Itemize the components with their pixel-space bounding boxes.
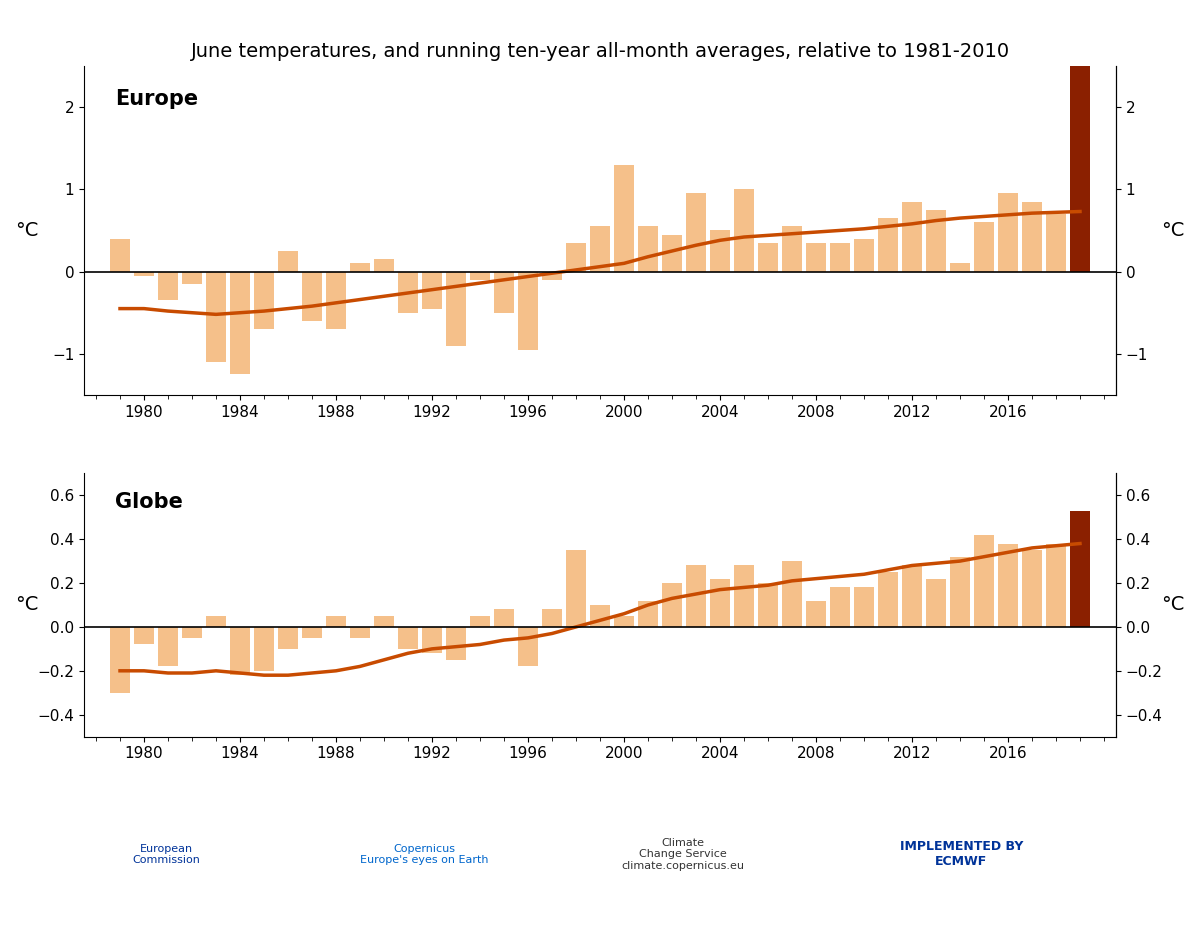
Bar xyxy=(517,627,538,666)
Bar xyxy=(997,194,1018,272)
Bar xyxy=(541,610,562,627)
Bar xyxy=(205,272,226,362)
Bar xyxy=(829,587,850,627)
Text: Globe: Globe xyxy=(115,492,182,512)
Bar xyxy=(973,534,994,627)
Bar xyxy=(109,627,130,693)
Bar xyxy=(805,243,826,272)
Bar xyxy=(493,610,514,627)
Bar xyxy=(301,627,322,638)
Text: °C: °C xyxy=(16,596,38,614)
Bar xyxy=(949,263,970,272)
Bar xyxy=(1021,201,1042,272)
Bar xyxy=(397,627,418,649)
Bar xyxy=(973,222,994,272)
Bar xyxy=(565,243,586,272)
Bar xyxy=(301,272,322,321)
Text: IMPLEMENTED BY
ECMWF: IMPLEMENTED BY ECMWF xyxy=(900,840,1022,869)
Bar xyxy=(565,550,586,627)
Bar xyxy=(253,272,274,329)
Bar xyxy=(349,263,370,272)
Bar xyxy=(133,272,154,276)
Bar xyxy=(853,239,874,272)
Text: Europe: Europe xyxy=(115,88,198,109)
Bar xyxy=(397,272,418,312)
Bar xyxy=(373,616,394,627)
Bar xyxy=(469,272,490,279)
Bar xyxy=(277,251,298,272)
Bar xyxy=(637,227,658,272)
Bar xyxy=(493,272,514,312)
Bar xyxy=(181,627,202,638)
Bar xyxy=(925,579,946,627)
Bar xyxy=(877,218,898,272)
Bar xyxy=(949,557,970,627)
Bar xyxy=(637,600,658,627)
Bar xyxy=(1045,544,1066,627)
Bar xyxy=(733,189,754,272)
Bar xyxy=(253,627,274,671)
Bar xyxy=(445,627,466,660)
Text: °C: °C xyxy=(1162,221,1184,240)
Text: June temperatures, and running ten-year all-month averages, relative to 1981-201: June temperatures, and running ten-year … xyxy=(191,42,1009,61)
Bar xyxy=(997,544,1018,627)
Bar xyxy=(661,583,682,627)
Bar xyxy=(613,165,634,272)
Bar xyxy=(781,561,802,627)
Bar xyxy=(589,605,610,627)
Bar xyxy=(421,272,442,309)
Bar xyxy=(685,194,706,272)
Text: Climate
Change Service
climate.copernicus.eu: Climate Change Service climate.copernicu… xyxy=(622,837,744,871)
Bar xyxy=(901,566,922,627)
Bar xyxy=(109,239,130,272)
Bar xyxy=(1069,66,1090,272)
Bar xyxy=(181,272,202,284)
Bar xyxy=(1021,550,1042,627)
Bar xyxy=(421,627,442,653)
Bar xyxy=(1045,214,1066,272)
Bar xyxy=(829,243,850,272)
Bar xyxy=(133,627,154,645)
Bar xyxy=(805,600,826,627)
Bar xyxy=(685,566,706,627)
Bar xyxy=(1069,511,1090,627)
Bar xyxy=(757,583,778,627)
Bar xyxy=(445,272,466,345)
Text: Copernicus
Europe's eyes on Earth: Copernicus Europe's eyes on Earth xyxy=(360,844,488,866)
Bar xyxy=(853,587,874,627)
Bar xyxy=(517,272,538,350)
Bar xyxy=(709,231,730,272)
Bar xyxy=(901,201,922,272)
Bar xyxy=(661,234,682,272)
Bar xyxy=(277,627,298,649)
Bar xyxy=(469,616,490,627)
Bar xyxy=(781,227,802,272)
Bar xyxy=(205,616,226,627)
Text: European
Commission: European Commission xyxy=(133,844,200,866)
Bar xyxy=(925,210,946,272)
Bar xyxy=(541,272,562,279)
Text: °C: °C xyxy=(16,221,38,240)
Bar xyxy=(877,572,898,627)
Text: °C: °C xyxy=(1162,596,1184,614)
Bar xyxy=(229,272,250,375)
Bar xyxy=(325,616,346,627)
Bar xyxy=(325,272,346,329)
Bar xyxy=(757,243,778,272)
Bar xyxy=(157,272,178,300)
Bar xyxy=(733,566,754,627)
Bar xyxy=(709,579,730,627)
Bar xyxy=(349,627,370,638)
Bar xyxy=(589,227,610,272)
Bar xyxy=(157,627,178,666)
Bar xyxy=(613,616,634,627)
Bar xyxy=(229,627,250,676)
Bar xyxy=(373,259,394,272)
